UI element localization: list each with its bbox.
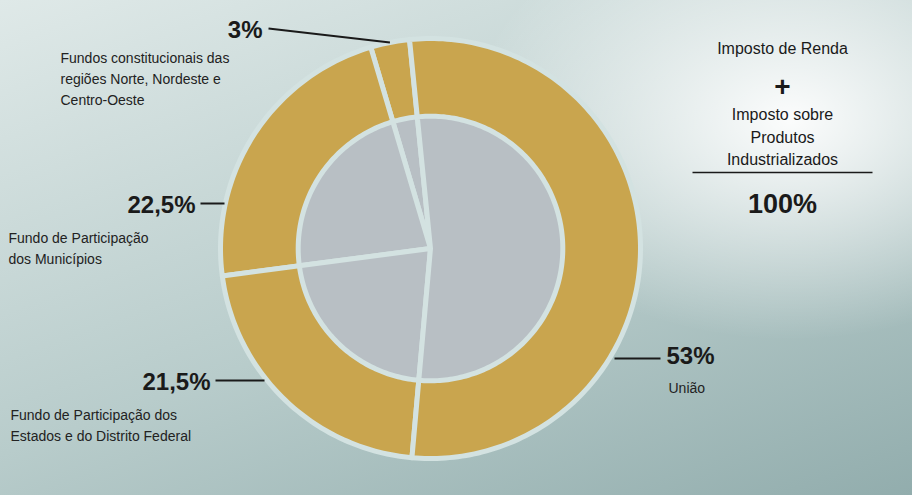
- svg-text:+: +: [774, 71, 790, 102]
- svg-text:22,5%: 22,5%: [127, 191, 195, 218]
- svg-text:100%: 100%: [748, 189, 817, 219]
- svg-text:21,5%: 21,5%: [142, 368, 210, 395]
- svg-text:Fundo de Participaçãodos Munic: Fundo de Participaçãodos Municípios: [9, 230, 149, 267]
- svg-text:Fundos constitucionais dasregi: Fundos constitucionais dasregiões Norte,…: [61, 50, 230, 108]
- svg-text:Fundo de Participação dosEstad: Fundo de Participação dosEstados e do Di…: [11, 407, 192, 444]
- svg-text:Imposto sobreProdutosIndustria: Imposto sobreProdutosIndustrializados: [727, 106, 838, 168]
- svg-text:União: União: [669, 380, 706, 396]
- svg-text:3%: 3%: [228, 16, 263, 43]
- svg-text:Imposto de Renda: Imposto de Renda: [717, 40, 848, 57]
- svg-text:53%: 53%: [667, 342, 715, 369]
